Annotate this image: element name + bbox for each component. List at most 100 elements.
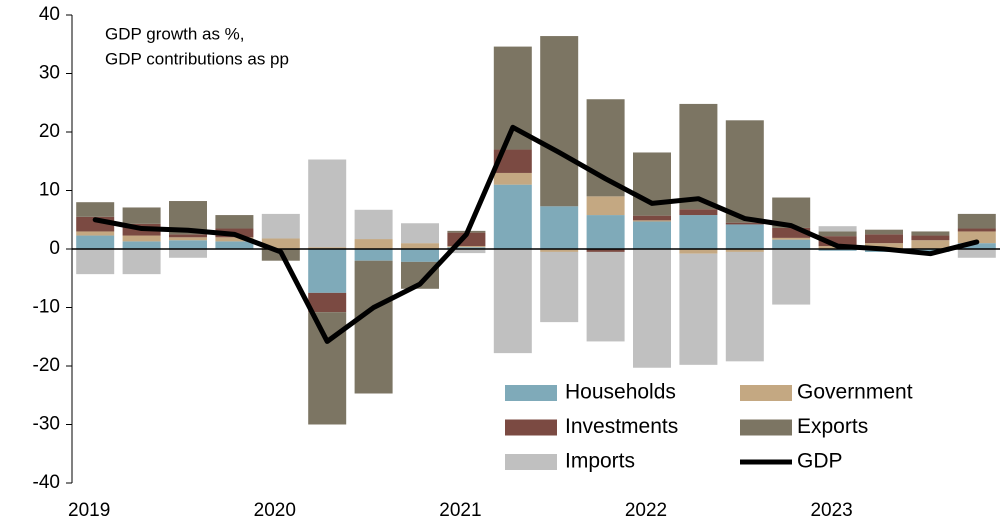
bar-segment	[540, 36, 579, 207]
bar-segment	[169, 240, 207, 249]
bar-segment	[725, 224, 764, 249]
bar-segment	[725, 120, 764, 223]
bar-segment	[540, 251, 579, 323]
annotation: GDP contributions as pp	[105, 49, 289, 68]
bar-segment	[865, 229, 903, 235]
bar-segment	[818, 231, 857, 237]
bar-segment	[911, 240, 950, 249]
bar-segment	[493, 172, 532, 185]
bar-segment	[308, 159, 347, 248]
bar-segment	[586, 99, 625, 197]
y-tick-label: 40	[39, 4, 60, 25]
bar-segment	[772, 249, 811, 305]
bar-segment	[633, 215, 671, 221]
bar-segment	[493, 249, 532, 354]
bar-segment	[122, 249, 161, 275]
bar-segment	[261, 213, 300, 239]
bar-segment	[354, 239, 393, 249]
bar-segment	[215, 237, 254, 242]
y-tick-label: 10	[39, 180, 60, 201]
bar-segment	[401, 249, 439, 262]
x-tick-label: 2022	[625, 500, 667, 521]
bar-segment	[772, 227, 811, 238]
legend-swatch	[740, 385, 792, 401]
bar-segment	[447, 246, 486, 248]
bar-segment	[169, 237, 207, 241]
bar-segment	[76, 231, 115, 236]
legend-label: Imports	[565, 450, 635, 473]
bar-segment	[447, 249, 486, 254]
x-tick-label: 2023	[810, 500, 852, 521]
y-tick-label: -20	[33, 355, 60, 376]
bar-segment	[679, 249, 718, 254]
bar-segment	[633, 220, 671, 222]
bar-segment	[633, 249, 671, 368]
bar-segment	[586, 249, 625, 252]
bar-segment	[169, 234, 207, 238]
y-tick-label: -10	[33, 297, 60, 318]
bar-segment	[818, 226, 857, 232]
y-tick-label: 30	[39, 63, 60, 84]
bar-segment	[725, 249, 764, 252]
bar-segment	[493, 184, 532, 249]
bar-segment	[818, 236, 857, 247]
bar-segment	[957, 243, 996, 249]
bar-segment	[215, 215, 254, 229]
bar-segment	[586, 251, 625, 342]
legend-swatch	[505, 419, 557, 436]
bar-segment	[261, 238, 300, 249]
bar-segment	[354, 260, 393, 394]
bar-segment	[911, 249, 950, 252]
bar-segment	[122, 207, 161, 224]
bar-segment	[865, 243, 903, 249]
annotation: GDP growth as %,	[105, 24, 245, 43]
bar-segment	[725, 251, 764, 362]
bar-segment	[957, 249, 996, 258]
bar-segment	[76, 202, 115, 217]
x-tick-label: 2019	[68, 500, 110, 521]
bar-segment	[957, 213, 996, 229]
legend-swatch	[505, 385, 557, 401]
y-tick-label: 0	[49, 238, 60, 259]
bar-segment	[911, 231, 950, 236]
bar-segment	[679, 253, 718, 365]
bar-segment	[122, 241, 161, 249]
x-tick-label: 2021	[439, 500, 481, 521]
bar-segment	[447, 247, 486, 249]
bar-segment	[401, 223, 439, 244]
bar-segment	[586, 196, 625, 216]
legend-swatch	[505, 454, 557, 470]
bar-segment	[540, 249, 579, 252]
bar-segment	[76, 235, 115, 249]
bar-segment	[401, 243, 439, 249]
legend-label: GDP	[797, 450, 843, 473]
gdp-line	[92, 124, 980, 344]
legend-label: Government	[797, 381, 913, 404]
bar-segment	[725, 222, 764, 225]
legend-label: Exports	[797, 415, 868, 438]
bar-segment	[818, 249, 857, 251]
bar-segment	[772, 239, 811, 249]
bar-segment	[957, 231, 996, 244]
bar-segment	[354, 249, 393, 261]
bar-segment	[308, 247, 347, 249]
bar-segment	[957, 228, 996, 232]
bar-segment	[215, 241, 254, 249]
bar-segment	[308, 249, 347, 293]
x-tick-label: 2020	[254, 500, 296, 521]
bar-segment	[586, 215, 625, 249]
bar-segment	[679, 103, 718, 210]
bar-segment	[633, 152, 671, 216]
bar-segment	[540, 206, 579, 249]
y-tick-label: -40	[33, 472, 60, 493]
legend-label: Households	[565, 381, 676, 404]
bar-segment	[354, 209, 393, 240]
legend-swatch	[740, 419, 792, 436]
bar-segment	[911, 235, 950, 241]
bar-segment	[679, 215, 718, 249]
y-tick-label: -30	[33, 414, 60, 435]
bar-segment	[169, 249, 207, 258]
bar-segment	[772, 237, 811, 240]
bar-segment	[679, 209, 718, 216]
bar-segment	[122, 235, 161, 242]
